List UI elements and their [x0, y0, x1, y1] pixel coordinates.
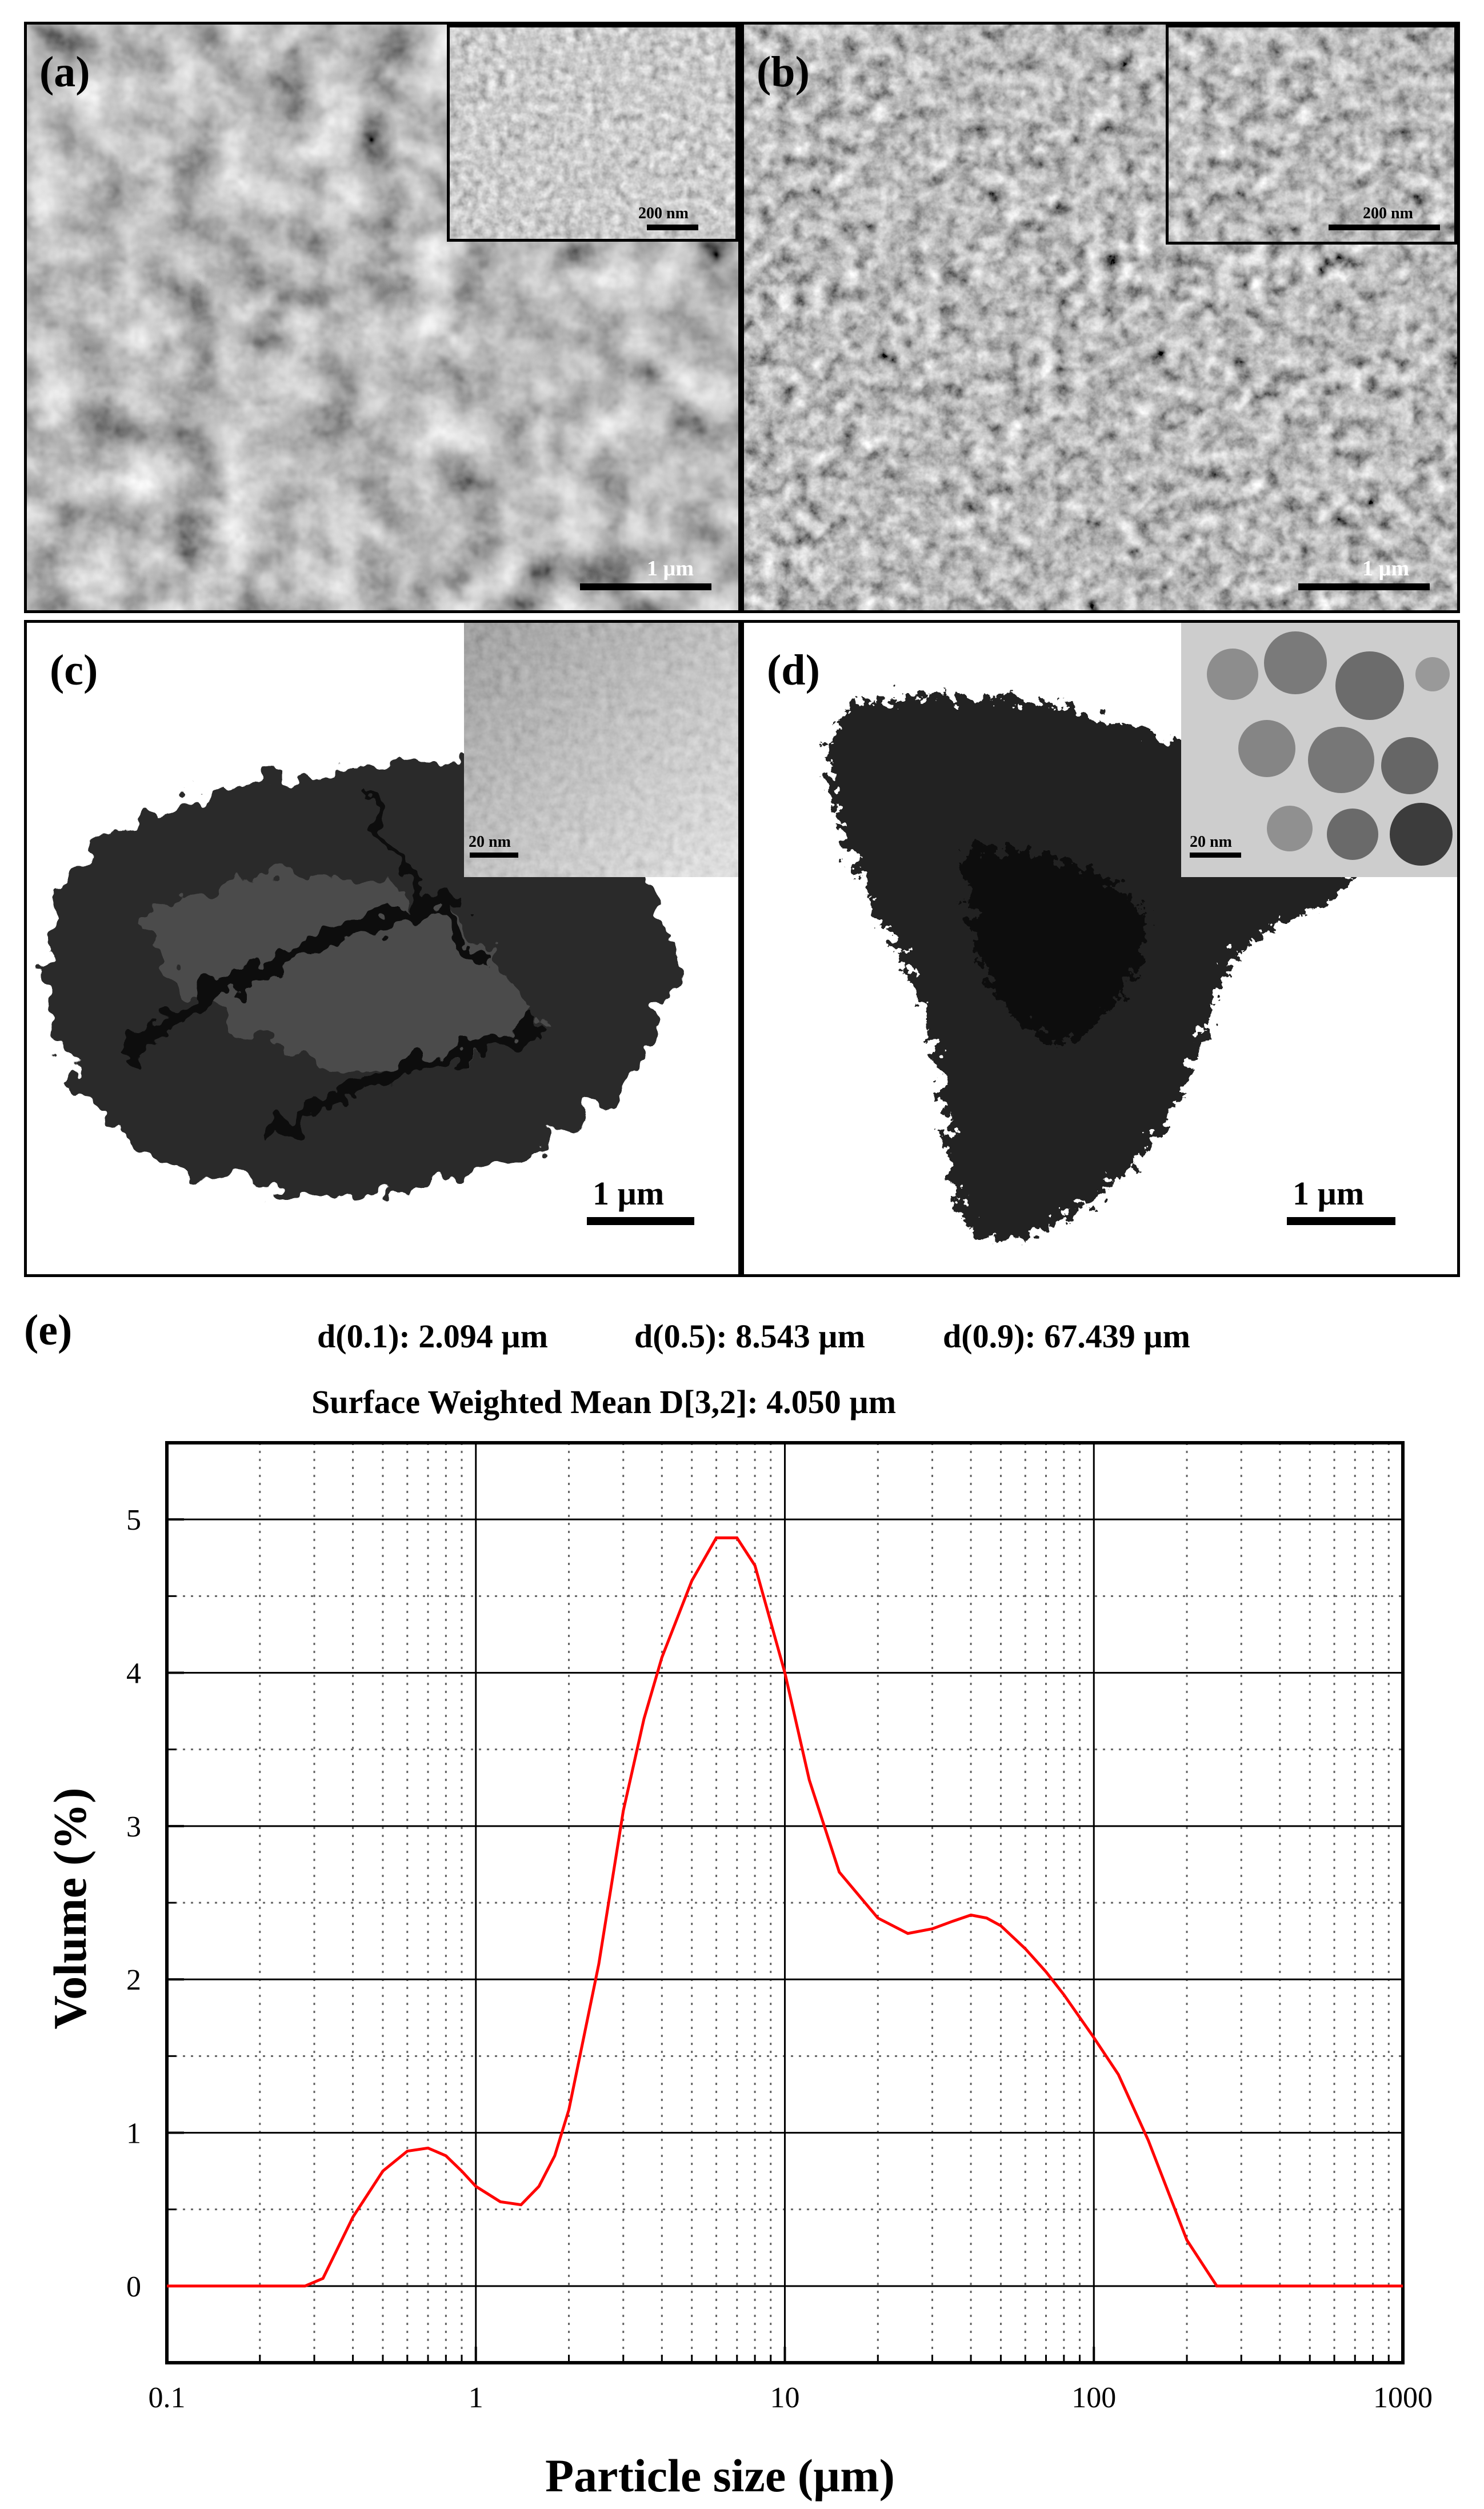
tem-image-d: (d) 20 nm 1 µm	[741, 620, 1460, 1277]
scale-bar-d	[1287, 1217, 1395, 1225]
stat-d01: d(0.1): 2.094 µm	[317, 1318, 548, 1355]
y-tick-label: 2	[126, 1964, 141, 1996]
y-tick-label: 5	[126, 1504, 141, 1536]
scale-bar-b	[1298, 583, 1430, 590]
panel-label-c: (c)	[50, 646, 98, 694]
inset-scale-bar-a	[647, 225, 698, 230]
scale-label-b: 1 µm	[1362, 557, 1410, 581]
inset-texture-a	[450, 27, 735, 239]
y-axis-title: Volume (%)	[44, 1788, 96, 2030]
y-tick-label: 1	[126, 2118, 141, 2150]
inset-scale-bar-d	[1190, 853, 1241, 858]
x-tick-labels: 0.1 1 10 100 1000	[149, 2382, 1433, 2414]
panel-label-a: (a)	[39, 48, 90, 96]
stat-d32: Surface Weighted Mean D[3,2]: 4.050 µm	[311, 1383, 897, 1420]
x-tick-label: 100	[1071, 2382, 1116, 2414]
inset-a: 200 nm	[447, 25, 738, 242]
y-tick-label: 0	[126, 2271, 141, 2303]
inset-texture-c	[464, 623, 738, 877]
inset-d: 20 nm	[1181, 623, 1457, 877]
x-tick-label: 1000	[1373, 2382, 1433, 2414]
x-tick-label: 0.1	[149, 2382, 186, 2414]
panel-label-d: (d)	[767, 646, 820, 694]
stat-d05: d(0.5): 8.543 µm	[634, 1318, 865, 1355]
x-axis-title: Particle size (µm)	[545, 2450, 895, 2502]
sem-image-b: (b) 200 nm 1 µm	[741, 22, 1460, 613]
inset-texture-d	[1181, 623, 1457, 877]
scale-bar-c	[587, 1217, 694, 1225]
volume-curve	[167, 1536, 1403, 2288]
scale-label-d: 1 µm	[1293, 1175, 1365, 1212]
inset-scale-bar-b	[1329, 225, 1440, 230]
inset-scale-label-c: 20 nm	[469, 833, 511, 851]
panel-label-b: (b)	[757, 48, 810, 96]
axis-ticks	[166, 1442, 1404, 2364]
inset-scale-label-b: 200 nm	[1363, 205, 1413, 222]
scale-label-c: 1 µm	[593, 1175, 665, 1212]
scale-label-a: 1 µm	[647, 557, 694, 581]
y-tick-labels: 0 1 2 3 4 5	[126, 1504, 141, 2303]
inset-b: 200 nm	[1166, 25, 1457, 245]
inset-scale-label-d: 20 nm	[1190, 833, 1232, 851]
inset-texture-b	[1169, 27, 1454, 242]
y-tick-label: 4	[126, 1658, 141, 1690]
tem-image-c: (c) 20 nm 1 µm	[24, 620, 741, 1277]
inset-c: 20 nm	[464, 623, 738, 877]
sem-image-a: (a) 200 nm 1 µm	[24, 22, 741, 613]
inset-scale-bar-c	[470, 853, 518, 858]
scale-bar-a	[580, 583, 711, 590]
panel-label-e: (e)	[24, 1306, 73, 1354]
x-tick-label: 1	[469, 2382, 483, 2414]
stat-d09: d(0.9): 67.439 µm	[943, 1318, 1190, 1355]
y-tick-label: 3	[126, 1811, 141, 1843]
inset-scale-label-a: 200 nm	[638, 205, 689, 222]
x-tick-label: 10	[770, 2382, 800, 2414]
